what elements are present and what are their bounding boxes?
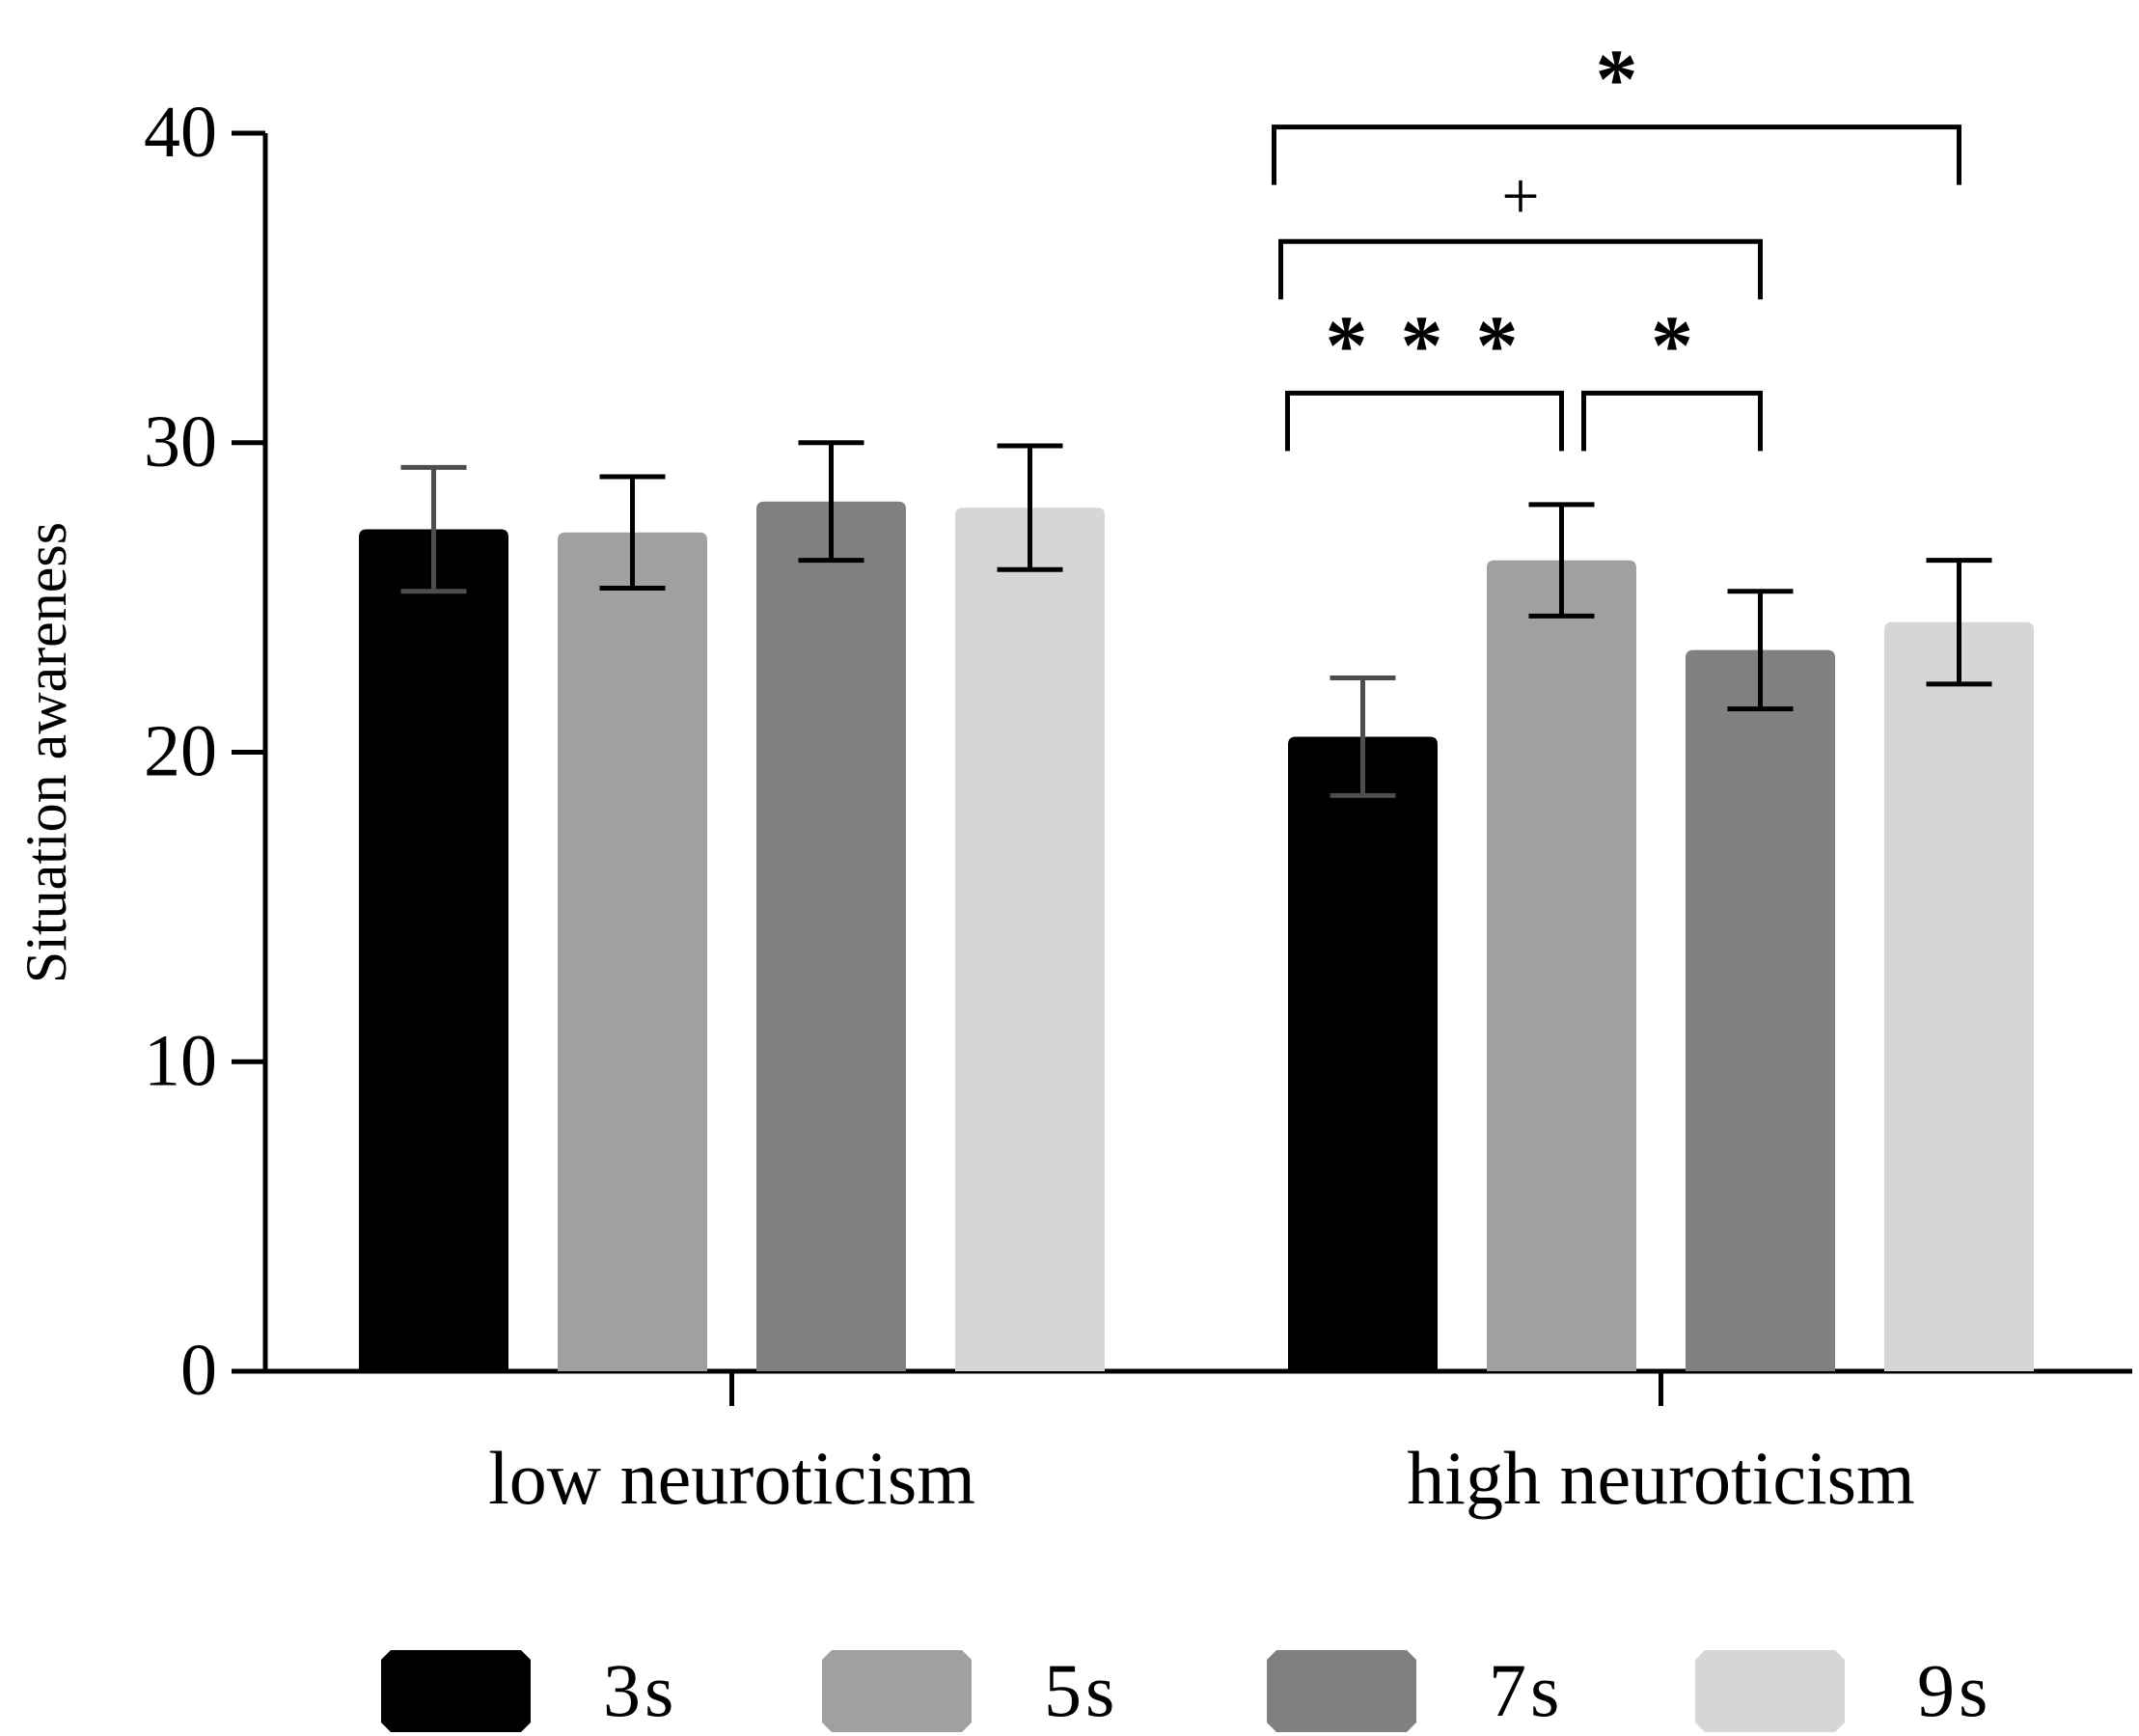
significance-label: *	[1651, 299, 1693, 393]
y-tick-label: 40	[144, 92, 217, 173]
legend-label: 7s	[1489, 1648, 1563, 1732]
significance-label: *	[1596, 34, 1638, 127]
bar-3s-low	[359, 529, 508, 1371]
legend: 3s 5s 7s 9s	[381, 1648, 1991, 1732]
y-tick-label: 10	[144, 1020, 217, 1101]
legend-label: 9s	[1917, 1648, 1991, 1732]
bars	[359, 501, 2034, 1371]
bar-7s-low	[756, 501, 906, 1371]
legend-label: 5s	[1044, 1648, 1118, 1732]
significance-label: * * *	[1326, 299, 1524, 393]
y-axis-label: Situation awareness	[14, 522, 78, 983]
bar-3s-high	[1288, 736, 1438, 1371]
significance-bracket	[1272, 124, 1961, 185]
legend-swatch-9s	[1695, 1650, 1845, 1732]
significance-bracket	[1581, 390, 1763, 452]
legend-swatch-5s	[822, 1650, 972, 1732]
legend-swatch-3s	[381, 1650, 531, 1732]
significance-label: +	[1501, 159, 1539, 234]
y-tick-label: 0	[180, 1330, 217, 1411]
x-categories: low neuroticism high neuroticism	[488, 1371, 1915, 1520]
bar-7s-high	[1686, 649, 1835, 1371]
bar-9s-low	[955, 508, 1105, 1371]
bar-9s-high	[1884, 621, 2034, 1371]
y-ticks: 0 10 20 30 40	[144, 92, 265, 1411]
axes	[232, 133, 2132, 1374]
x-category-label: low neuroticism	[488, 1436, 975, 1520]
bar-5s-low	[558, 532, 707, 1371]
significance-bracket	[1278, 238, 1763, 300]
legend-swatch-7s	[1267, 1650, 1416, 1732]
significance-annotations: * + * * * *	[1272, 34, 1961, 452]
y-tick-label: 30	[144, 401, 217, 482]
significance-bracket	[1285, 390, 1564, 452]
error-bars	[400, 440, 1992, 798]
x-category-label: high neuroticism	[1407, 1436, 1914, 1520]
y-tick-label: 20	[144, 711, 217, 792]
legend-label: 3s	[603, 1648, 677, 1732]
bar-5s-high	[1487, 560, 1636, 1371]
